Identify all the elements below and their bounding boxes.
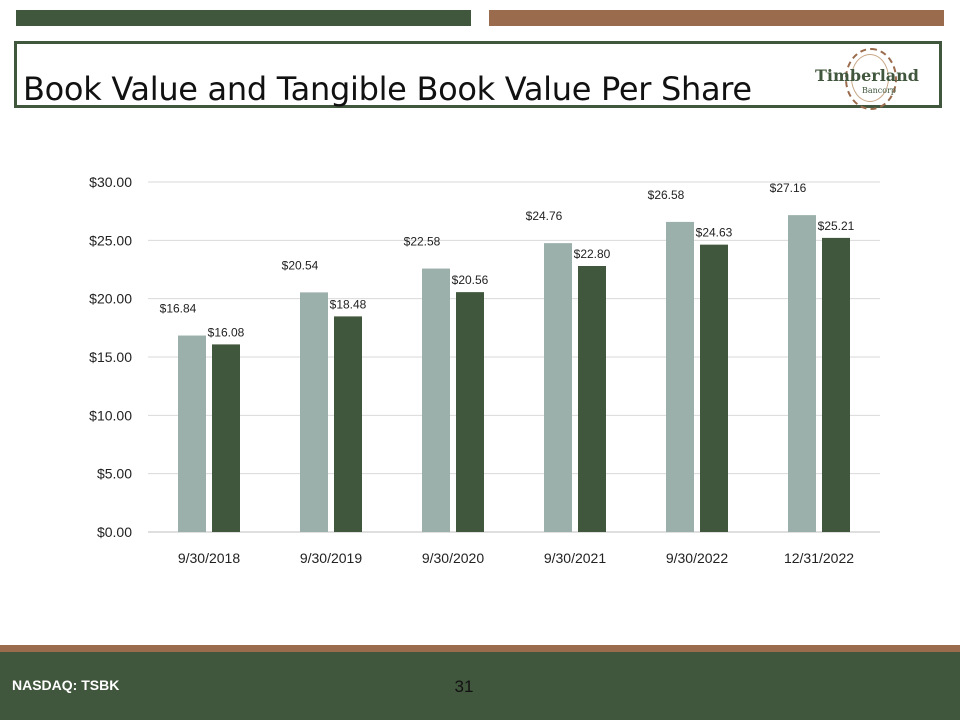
- data-label-series-1: $20.54: [282, 258, 319, 272]
- y-tick-label: $30.00: [89, 174, 132, 190]
- x-tick-label: 9/30/2019: [300, 550, 362, 566]
- footer-accent-stripe: [0, 645, 960, 652]
- data-label-series-1: $26.58: [648, 188, 685, 202]
- title-box: Book Value and Tangible Book Value Per S…: [14, 41, 942, 110]
- bar-series-1: [300, 292, 328, 532]
- data-label-series-1: $24.76: [526, 209, 563, 223]
- top-accent-bar-green: [16, 10, 471, 26]
- bar-series-1: [666, 221, 694, 532]
- bar-series-1: [544, 243, 572, 532]
- page-number: 31: [454, 677, 474, 696]
- data-label-series-1: $22.58: [404, 235, 441, 249]
- data-label-series-2: $18.48: [330, 297, 367, 311]
- bar-series-2: [700, 244, 728, 532]
- data-label-series-2: $22.80: [574, 247, 611, 261]
- y-tick-label: $20.00: [89, 291, 132, 307]
- data-label-series-2: $25.21: [818, 219, 855, 233]
- bar-series-2: [212, 344, 240, 532]
- y-tick-label: $25.00: [89, 232, 132, 248]
- slide-title: Book Value and Tangible Book Value Per S…: [23, 70, 752, 108]
- footer-ticker: NASDAQ: TSBK: [12, 677, 120, 693]
- top-accent-bar-brown: [489, 10, 944, 26]
- y-tick-label: $15.00: [89, 349, 132, 365]
- y-tick-label: $10.00: [89, 407, 132, 423]
- x-tick-label: 12/31/2022: [784, 550, 854, 566]
- bar-series-1: [422, 268, 450, 532]
- timberland-logo: Timberland Bancorp: [807, 46, 927, 110]
- data-label-series-2: $16.08: [208, 325, 245, 339]
- data-label-series-1: $27.16: [770, 181, 807, 195]
- x-tick-label: 9/30/2022: [666, 550, 728, 566]
- data-label-series-1: $16.84: [160, 302, 197, 316]
- data-label-series-2: $24.63: [696, 226, 733, 240]
- x-tick-label: 9/30/2021: [544, 550, 606, 566]
- footer-bar: NASDAQ: TSBK 31: [0, 652, 960, 720]
- bar-series-2: [456, 292, 484, 532]
- logo-subtitle: Bancorp: [861, 86, 897, 95]
- logo-ring-icon: [845, 48, 897, 110]
- x-tick-label: 9/30/2018: [178, 550, 240, 566]
- bar-series-2: [334, 316, 362, 532]
- y-tick-label: $5.00: [97, 466, 132, 482]
- logo-inner-ring-icon: [851, 54, 889, 102]
- logo-name: Timberland: [815, 66, 919, 85]
- bar-series-2: [578, 266, 606, 532]
- y-tick-label: $0.00: [97, 524, 132, 540]
- bar-series-1: [178, 335, 206, 532]
- x-tick-label: 9/30/2020: [422, 550, 484, 566]
- bar-series-2: [822, 237, 850, 532]
- bar-series-1: [788, 215, 816, 532]
- data-label-series-2: $20.56: [452, 273, 489, 287]
